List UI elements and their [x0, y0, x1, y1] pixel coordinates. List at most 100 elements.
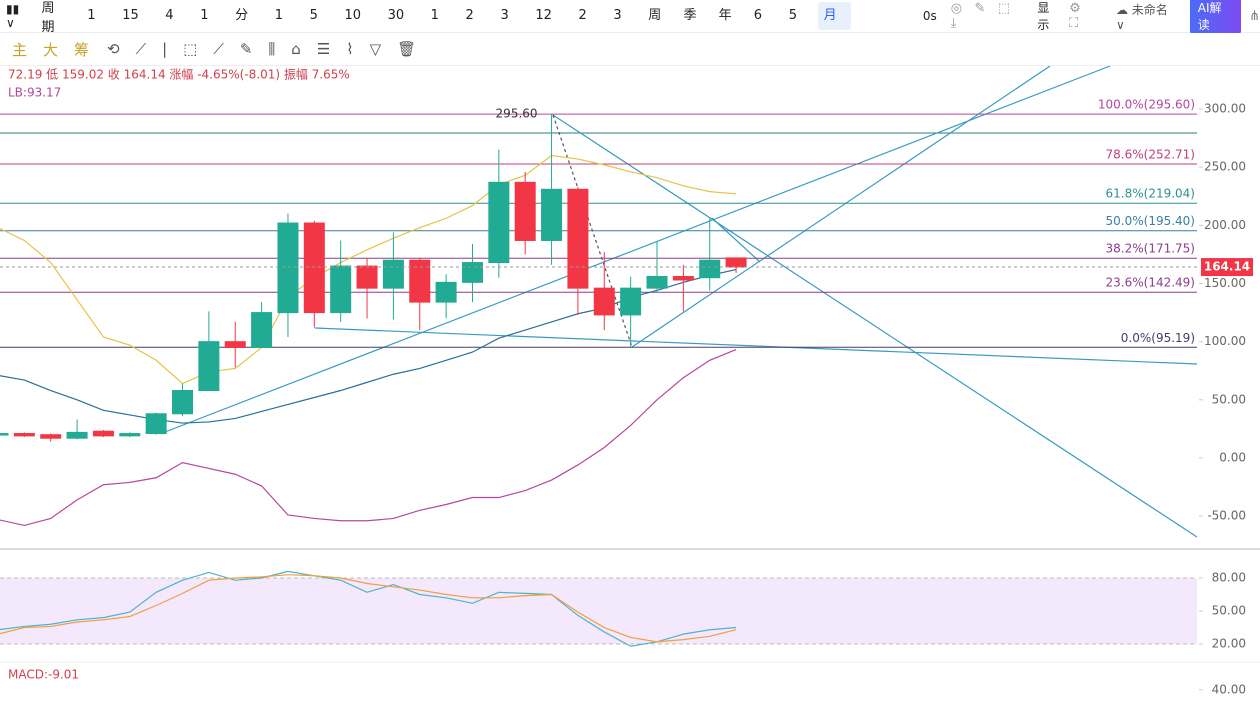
sub-toolbar: 主大筹 ⟲⟋|⬚⟋✎⫼⌂☰⌇▽🗑: [0, 33, 1260, 66]
trend-line: [314, 327, 1198, 365]
period-button[interactable]: 30分: [387, 8, 405, 51]
candle-body: [40, 434, 62, 439]
high-label: 295.60: [496, 107, 538, 121]
toolbar-icons[interactable]: ◎ ✎ ⬚ ⤓: [950, 1, 1019, 31]
candle-body: [382, 259, 404, 289]
period-list: 1秒 15分 4时 1日分时 1分 5分 10分 30分 1时 2时 3时 12时 2日 3日周K 季K 年K…: [81, 2, 853, 51]
period-button[interactable]: 5分: [309, 8, 323, 51]
y-tick-label: 80.00: [1212, 570, 1246, 584]
trend-line: [631, 65, 1051, 348]
period-menu[interactable]: 周期: [41, 1, 55, 35]
candle-body: [461, 262, 483, 283]
y-tick-label: 150.00: [1204, 276, 1246, 290]
macd-label: MACD:-9.01: [8, 668, 79, 682]
candle-body: [145, 413, 167, 435]
period-button[interactable]: 3时: [500, 8, 513, 51]
ai-button[interactable]: AI解读: [1189, 0, 1242, 35]
price-badge-label: 164.14: [1204, 260, 1250, 274]
period-button[interactable]: 6时: [753, 8, 767, 51]
period-button[interactable]: 10分: [344, 8, 362, 51]
candle-body: [672, 276, 694, 281]
lb-label: LB:93.17: [8, 86, 61, 100]
info-line: 72.19 低 159.02 收 164.14 涨幅 -4.65%(-8.01)…: [8, 67, 350, 82]
period-button[interactable]: 1时: [430, 8, 444, 51]
trend-line: [164, 65, 1111, 433]
period-button[interactable]: 季K: [683, 8, 697, 51]
chart-type-icon[interactable]: ▮▮ ∨: [6, 2, 20, 30]
candle-body: [514, 181, 536, 241]
trend-line: [552, 114, 1198, 538]
period-button[interactable]: 15分: [122, 8, 139, 51]
layout-name[interactable]: ☁ 未命名 ∨: [1115, 2, 1168, 32]
fib-label: 78.6%(252.71): [1106, 148, 1195, 162]
candle-body: [435, 281, 457, 303]
indicator-line: [0, 349, 737, 527]
indicator-line: [0, 154, 737, 385]
y-tick-label: -50.00: [1207, 509, 1246, 523]
indicator-tab[interactable]: 主: [12, 40, 28, 59]
indicator-tabs: 主大筹: [0, 39, 93, 60]
period-button[interactable]: 2时: [465, 8, 479, 51]
period-button[interactable]: 2日: [578, 8, 591, 51]
y-tick-label: 200.00: [1204, 218, 1246, 232]
candle-body: [172, 390, 194, 415]
candle-body: [541, 188, 563, 241]
fib-label: 50.0%(195.40): [1106, 214, 1195, 228]
period-button[interactable]: 1日: [200, 8, 213, 51]
y-tick-label: 50.00: [1212, 604, 1246, 618]
indicator-tab[interactable]: 大: [43, 40, 59, 59]
candle-body: [66, 431, 88, 439]
period-button[interactable]: 月K: [817, 2, 851, 51]
candle-body: [488, 181, 510, 264]
candle-body: [198, 341, 220, 392]
y-tick-label: 20.00: [1212, 637, 1246, 651]
drawing-tools[interactable]: ⟲⟋|⬚⟋✎⫼⌂☰⌇▽🗑: [107, 40, 433, 58]
trend-line: [711, 217, 761, 263]
y-tick-label: 50.00: [1212, 392, 1246, 406]
candle-body: [251, 312, 273, 348]
y-tick-label: 100.00: [1204, 334, 1246, 348]
period-button[interactable]: 12时: [535, 8, 552, 51]
candle-body: [356, 265, 378, 289]
y-tick-label: 250.00: [1204, 160, 1246, 174]
fib-label: 23.6%(142.49): [1106, 276, 1195, 290]
y-tick-label: 40.00: [1212, 682, 1246, 696]
y-tick-label: 300.00: [1204, 102, 1246, 116]
period-button[interactable]: 1秒: [87, 8, 100, 51]
candle-body: [646, 276, 668, 289]
fib-label: 0.0%(95.19): [1121, 331, 1195, 345]
cloud-icon: ☁: [1115, 2, 1132, 17]
period-button[interactable]: 4时: [165, 8, 178, 51]
candle-body: [330, 265, 352, 314]
period-button[interactable]: 5日: [788, 8, 802, 51]
period-button[interactable]: 1分: [274, 8, 288, 51]
period-button[interactable]: 分时: [235, 8, 249, 51]
layout-name-text: 未命名: [1131, 2, 1168, 17]
toolbar: ▮▮ ∨ 周期 1秒 15分 4时 1日分时 1分 5分 10分 30分 1时 2时 3时 12时 2日…: [0, 0, 1260, 51]
indicator-line: [0, 570, 737, 647]
candle-body: [567, 188, 589, 289]
y-tick-label: 0.00: [1219, 450, 1246, 464]
candle-body: [620, 287, 642, 316]
fib-label: 61.8%(219.04): [1106, 187, 1195, 201]
period-button[interactable]: 周K: [648, 8, 662, 51]
candle-body: [92, 430, 114, 437]
candle-body: [725, 257, 747, 268]
rsi-band: [0, 577, 1197, 645]
candle-body: [303, 222, 325, 314]
share-icon[interactable]: ⋔: [1249, 8, 1260, 24]
candle-body: [13, 433, 35, 437]
period-button[interactable]: 3日: [613, 8, 626, 51]
trend-lines: [164, 65, 1198, 538]
settings-icons[interactable]: ⚙ ⛶: [1069, 1, 1090, 31]
timer[interactable]: 0s: [922, 9, 937, 23]
indicator-tab[interactable]: 筹: [74, 40, 90, 59]
period-button[interactable]: 年K: [718, 8, 732, 51]
candle-body: [593, 287, 615, 316]
display-button[interactable]: 显示: [1037, 1, 1050, 32]
candle-body: [277, 222, 299, 314]
price-badge: [1201, 258, 1253, 277]
candle-body: [409, 259, 431, 303]
candle-body: [699, 259, 721, 279]
